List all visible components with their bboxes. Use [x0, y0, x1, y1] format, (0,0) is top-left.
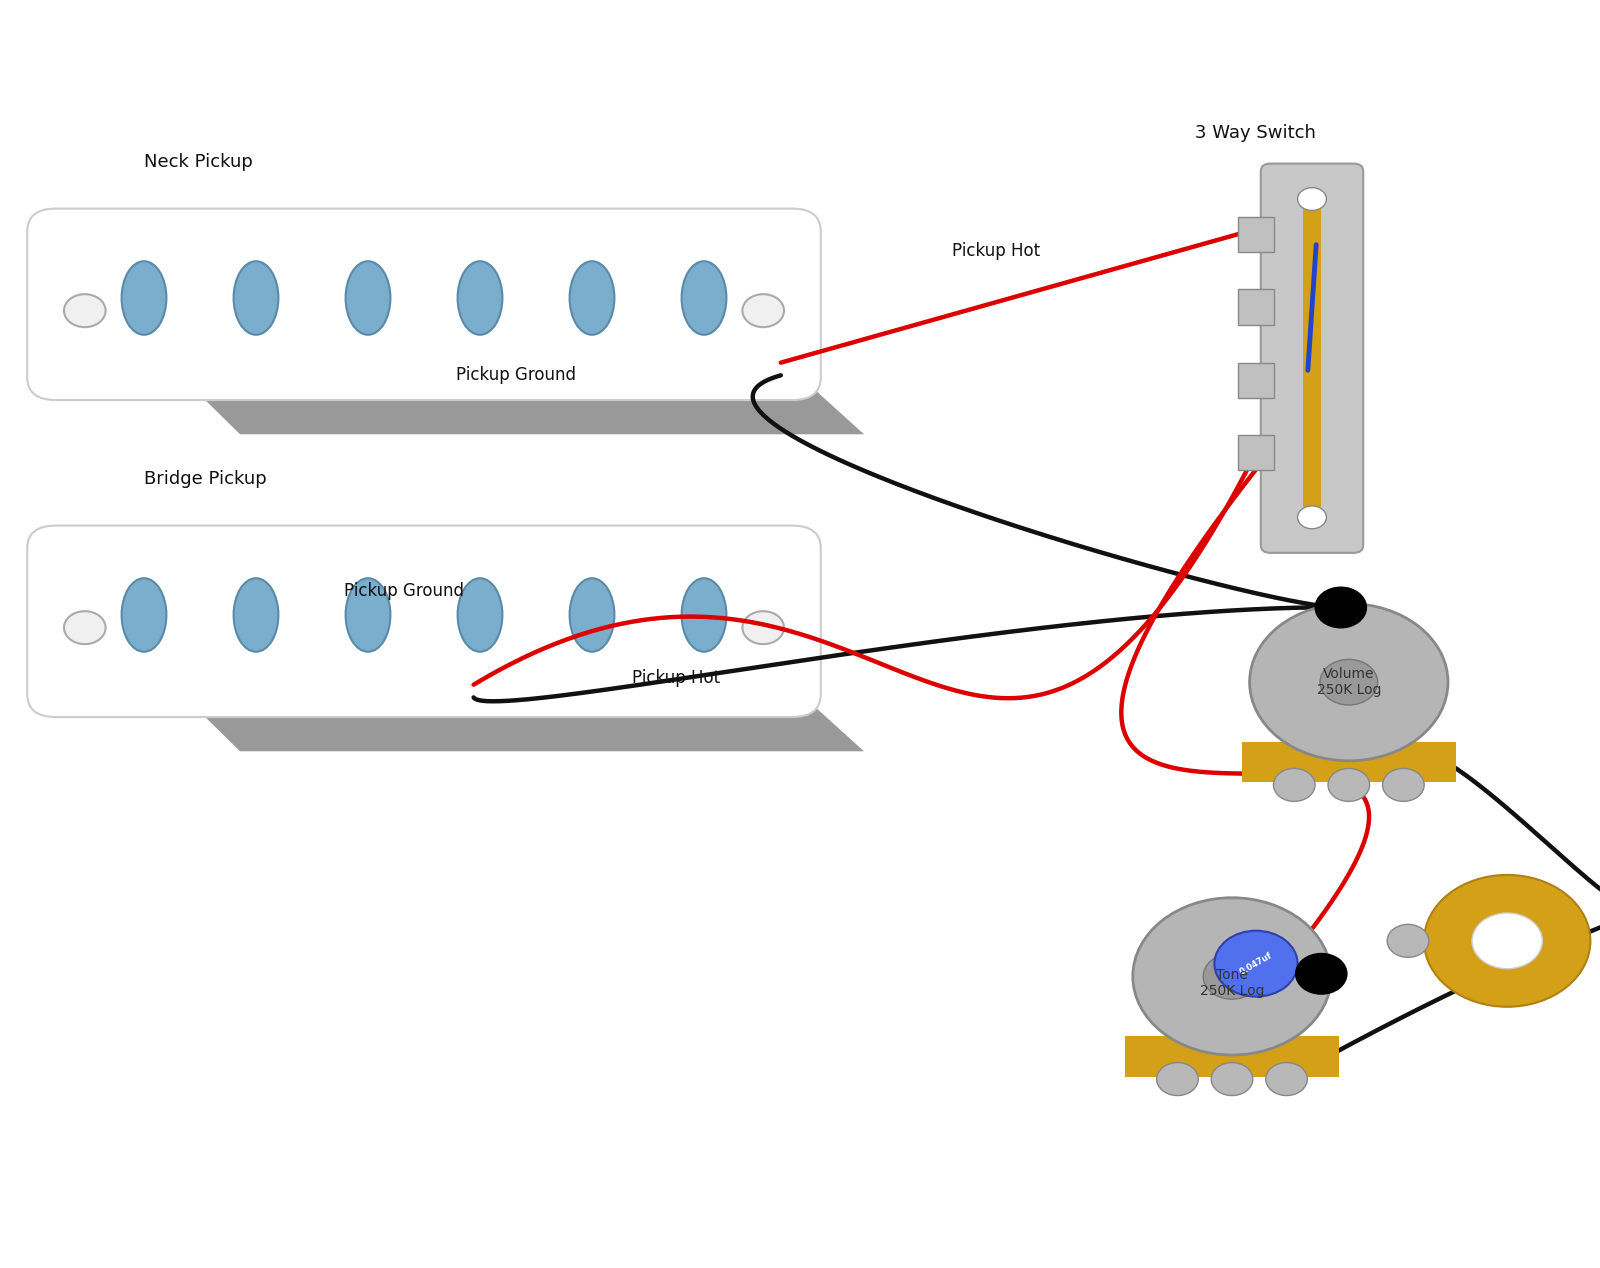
Ellipse shape	[346, 261, 390, 335]
Circle shape	[1296, 954, 1347, 994]
Ellipse shape	[682, 261, 726, 335]
Ellipse shape	[346, 578, 390, 652]
Ellipse shape	[234, 578, 278, 652]
Circle shape	[1320, 659, 1378, 705]
FancyBboxPatch shape	[27, 209, 821, 401]
Circle shape	[64, 611, 106, 644]
Circle shape	[1211, 1063, 1253, 1096]
Ellipse shape	[122, 578, 166, 652]
Ellipse shape	[458, 261, 502, 335]
Circle shape	[1274, 768, 1315, 801]
Text: 3 Way Switch: 3 Way Switch	[1195, 124, 1317, 142]
Ellipse shape	[122, 261, 166, 335]
Ellipse shape	[234, 261, 278, 335]
Text: Pickup Hot: Pickup Hot	[952, 242, 1040, 260]
Ellipse shape	[570, 261, 614, 335]
Bar	[1238, 363, 1274, 398]
Circle shape	[1382, 768, 1424, 801]
Bar	[1238, 289, 1274, 325]
Bar	[1304, 209, 1322, 507]
Circle shape	[1472, 913, 1542, 969]
Text: Volume
250K Log: Volume 250K Log	[1317, 667, 1381, 697]
Text: Pickup Ground: Pickup Ground	[344, 582, 464, 600]
Ellipse shape	[458, 578, 502, 652]
Text: Bridge Pickup: Bridge Pickup	[144, 470, 267, 488]
FancyBboxPatch shape	[27, 525, 821, 718]
Polygon shape	[189, 700, 864, 751]
Circle shape	[1266, 1063, 1307, 1096]
Bar	[1238, 435, 1274, 470]
Circle shape	[1424, 875, 1590, 1007]
Circle shape	[742, 294, 784, 327]
Bar	[1238, 217, 1274, 252]
Circle shape	[1298, 506, 1326, 529]
Text: Tone
250K Log: Tone 250K Log	[1200, 967, 1264, 998]
Ellipse shape	[682, 578, 726, 652]
Ellipse shape	[570, 578, 614, 652]
Circle shape	[742, 611, 784, 644]
Circle shape	[1328, 768, 1370, 801]
Circle shape	[1250, 604, 1448, 761]
Circle shape	[1387, 924, 1429, 957]
Text: Pickup Ground: Pickup Ground	[456, 366, 576, 384]
Circle shape	[1298, 188, 1326, 210]
Circle shape	[1133, 898, 1331, 1055]
Bar	[1242, 742, 1456, 782]
Circle shape	[1214, 931, 1298, 997]
Circle shape	[1203, 954, 1261, 999]
Text: 0.047uf: 0.047uf	[1238, 951, 1274, 976]
Circle shape	[64, 294, 106, 327]
Text: Pickup Hot: Pickup Hot	[632, 670, 720, 687]
Text: Neck Pickup: Neck Pickup	[144, 153, 253, 171]
Circle shape	[1315, 587, 1366, 628]
Bar	[1125, 1036, 1339, 1077]
FancyBboxPatch shape	[1261, 164, 1363, 553]
Circle shape	[1157, 1063, 1198, 1096]
Polygon shape	[189, 383, 864, 434]
